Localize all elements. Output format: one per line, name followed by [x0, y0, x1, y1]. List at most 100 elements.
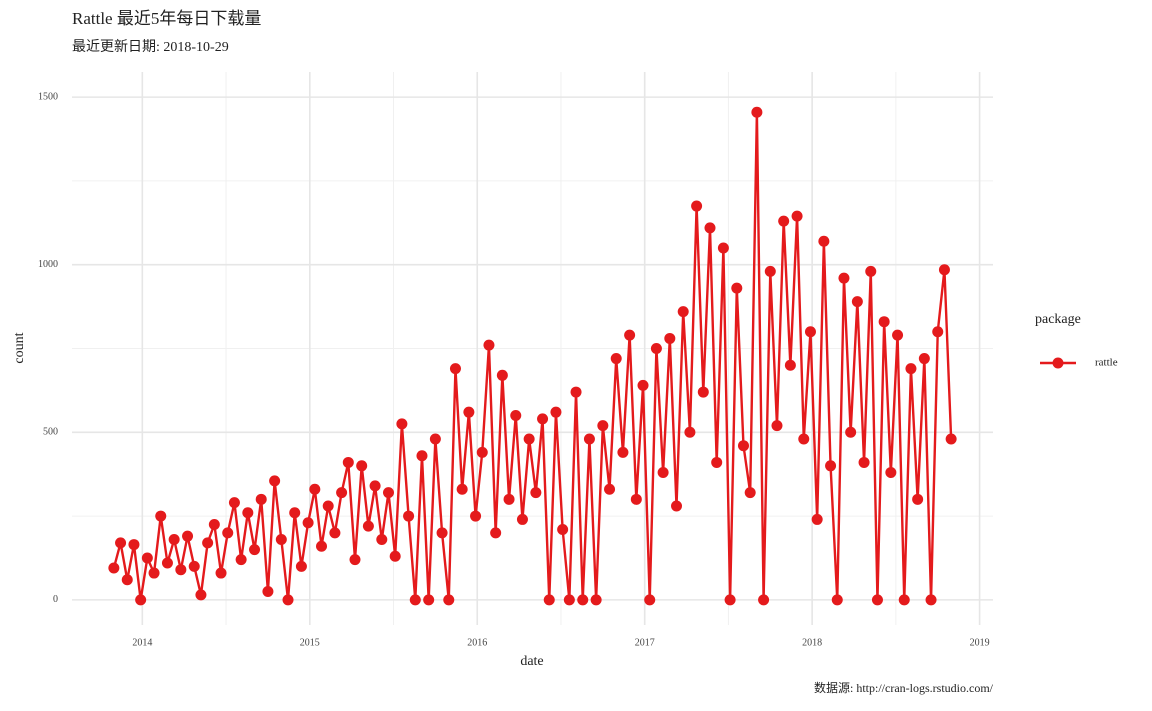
data-point: [650, 343, 662, 354]
data-point: [436, 527, 448, 539]
data-point: [804, 326, 816, 338]
data-point: [604, 483, 616, 495]
data-point: [731, 282, 743, 294]
data-point: [175, 564, 187, 576]
data-point: [463, 406, 475, 418]
data-point: [898, 594, 910, 606]
data-point: [409, 594, 421, 606]
chart-subtitle: 最近更新日期: 2018-10-29: [72, 39, 229, 55]
legend-label: rattle: [1095, 357, 1118, 369]
data-point: [637, 379, 649, 391]
x-tick-label: 2019: [970, 637, 990, 648]
data-point: [878, 316, 890, 328]
data-point: [925, 594, 937, 606]
data-point: [711, 456, 723, 468]
data-point: [671, 500, 683, 512]
data-point: [516, 513, 528, 525]
x-tick-label: 2015: [300, 637, 320, 648]
data-point: [490, 527, 502, 539]
data-point: [563, 594, 575, 606]
data-point: [396, 418, 408, 430]
data-point: [724, 594, 736, 606]
data-point: [115, 537, 127, 549]
data-point: [583, 433, 595, 445]
data-point: [168, 534, 180, 546]
data-point: [242, 507, 254, 519]
data-point: [918, 353, 930, 365]
data-point: [510, 410, 522, 422]
y-axis-label: count: [12, 332, 27, 363]
data-point: [630, 493, 642, 505]
data-point: [537, 413, 549, 425]
data-point: [382, 487, 394, 499]
data-point: [128, 539, 140, 551]
data-point: [664, 332, 676, 344]
data-point: [275, 534, 287, 546]
data-point: [349, 554, 361, 566]
data-point: [851, 296, 863, 308]
legend-title: package: [1035, 312, 1081, 327]
data-point: [570, 386, 582, 398]
data-point: [744, 487, 756, 499]
data-point: [871, 594, 883, 606]
data-point: [778, 215, 790, 227]
data-point: [356, 460, 368, 472]
data-point: [121, 574, 133, 586]
data-point: [557, 523, 569, 535]
data-point: [550, 406, 562, 418]
data-point: [597, 420, 609, 432]
data-point: [269, 475, 281, 487]
data-point: [155, 510, 167, 522]
series-line: [112, 111, 953, 602]
data-point: [483, 339, 495, 351]
data-point: [912, 493, 924, 505]
data-point: [543, 594, 555, 606]
data-point: [697, 386, 709, 398]
data-point: [369, 480, 381, 492]
data-point: [684, 426, 696, 438]
data-point: [885, 467, 897, 479]
data-point: [764, 265, 776, 277]
data-point: [302, 517, 314, 529]
data-point: [376, 534, 388, 546]
data-point: [249, 544, 261, 556]
data-point: [577, 594, 589, 606]
data-point: [845, 426, 857, 438]
data-point: [416, 450, 428, 462]
caption: 数据源: http://cran-logs.rstudio.com/: [814, 680, 994, 695]
data-point: [825, 460, 837, 472]
data-point: [590, 594, 602, 606]
data-point: [289, 507, 301, 519]
data-point: [831, 594, 843, 606]
data-point: [470, 510, 482, 522]
data-point: [255, 493, 267, 505]
data-point: [215, 567, 227, 579]
data-point: [423, 594, 435, 606]
data-point: [704, 222, 716, 234]
data-point: [610, 353, 622, 365]
chart-title: Rattle 最近5年每日下载量: [72, 9, 261, 28]
data-point: [496, 369, 508, 381]
x-tick-label: 2014: [132, 637, 152, 648]
data-point: [456, 483, 468, 495]
data-point: [342, 456, 354, 468]
data-point: [228, 497, 240, 509]
data-point: [322, 500, 334, 512]
data-point: [503, 493, 515, 505]
data-point: [336, 487, 348, 499]
data-point: [449, 363, 461, 375]
data-point: [141, 552, 153, 564]
data-point: [858, 456, 870, 468]
data-point: [208, 518, 220, 530]
data-point: [202, 537, 214, 549]
data-point: [530, 487, 542, 499]
data-point: [282, 594, 294, 606]
data-point: [188, 560, 200, 572]
data-point: [195, 589, 207, 601]
x-tick-label: 2018: [802, 637, 822, 648]
data-point: [617, 446, 629, 458]
data-point: [791, 210, 803, 222]
x-tick-label: 2017: [635, 637, 655, 648]
data-point: [865, 265, 877, 277]
